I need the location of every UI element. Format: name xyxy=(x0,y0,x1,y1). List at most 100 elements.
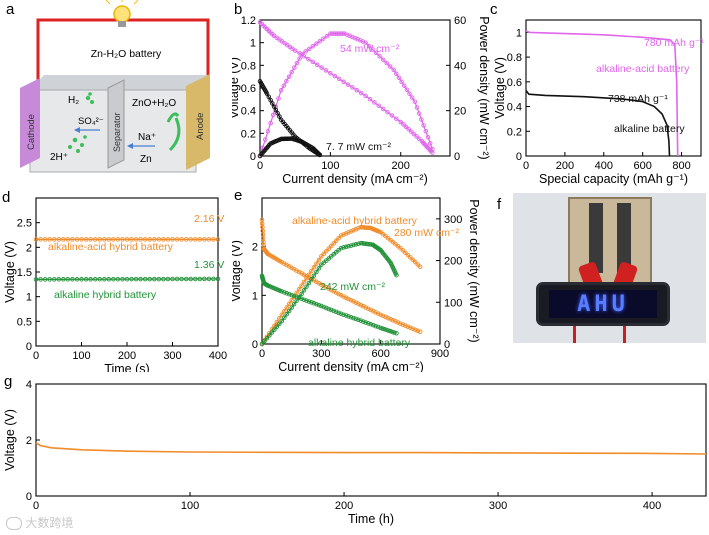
y-axis-label: Voltage (V) xyxy=(232,57,241,119)
y-tick-label: 0.2 xyxy=(241,128,256,140)
data-point xyxy=(348,314,354,320)
data-point xyxy=(390,318,396,323)
data-point xyxy=(289,305,294,310)
data-point xyxy=(289,69,294,75)
data-point xyxy=(306,299,312,304)
data-point xyxy=(279,289,285,294)
annotation: 280 mW cm⁻² xyxy=(394,227,460,239)
data-point xyxy=(115,237,121,242)
data-point xyxy=(269,330,275,335)
data-point xyxy=(400,322,406,327)
y2-tick-label: 300 xyxy=(444,214,462,226)
annotation: alkaline hybrid battery xyxy=(54,289,157,301)
x-axis-label: Current density (mA cm⁻²) xyxy=(282,172,428,186)
data-point xyxy=(405,324,411,329)
series-line-1 xyxy=(525,90,671,157)
data-point xyxy=(273,107,279,113)
y2-tick-label: 20 xyxy=(454,106,466,118)
arrow-head-icon xyxy=(74,127,80,133)
panel-label-g: g xyxy=(4,373,12,390)
data-point xyxy=(346,243,351,249)
data-point xyxy=(179,237,184,242)
data-point xyxy=(306,280,312,286)
data-point xyxy=(161,237,166,242)
y-tick-label: 1 xyxy=(252,290,258,302)
data-point xyxy=(282,290,287,295)
annotation: alkaline hybrid battery xyxy=(308,337,411,349)
data-point xyxy=(366,306,371,311)
data-point xyxy=(391,67,396,73)
data-point xyxy=(380,57,386,62)
data-point xyxy=(409,95,415,100)
data-point xyxy=(376,103,382,108)
plot-frame xyxy=(259,19,451,157)
y-tick-label: 0.8 xyxy=(241,60,256,72)
data-point xyxy=(311,301,317,306)
data-point xyxy=(343,244,349,250)
data-point xyxy=(392,330,397,335)
x-tick-label: 100 xyxy=(321,160,339,172)
data-point xyxy=(361,319,366,324)
anode-label: Anode xyxy=(195,113,206,140)
data-point xyxy=(358,90,364,96)
y2-tick-label: 100 xyxy=(444,297,462,309)
y2-axis-label: Power density (mW cm⁻²) xyxy=(467,199,481,342)
data-point xyxy=(314,41,319,47)
separator-label: Separator xyxy=(112,112,122,152)
data-point xyxy=(289,297,294,303)
data-point xyxy=(331,241,336,246)
data-point xyxy=(299,291,304,297)
data-point xyxy=(183,276,189,282)
data-point xyxy=(124,237,130,242)
data-point xyxy=(316,151,322,157)
data-point xyxy=(301,279,307,285)
data-point xyxy=(269,327,275,332)
data-point xyxy=(271,104,277,109)
data-point xyxy=(341,79,346,85)
data-point xyxy=(165,237,171,242)
data-point xyxy=(354,88,360,93)
y-tick-label: 2.5 xyxy=(17,218,32,230)
x-tick-label: 100 xyxy=(181,500,199,512)
data-point xyxy=(385,109,390,115)
data-point xyxy=(408,325,413,330)
data-point xyxy=(47,277,52,282)
x-axis-label: Time (h) xyxy=(348,512,394,526)
plot-frame xyxy=(35,383,707,497)
data-point xyxy=(314,62,320,68)
data-point xyxy=(371,322,376,328)
data-point xyxy=(74,237,80,242)
x-tick-label: 300 xyxy=(163,350,181,362)
data-point xyxy=(38,237,43,242)
zno-h2o-label: ZnO+H₂O xyxy=(132,98,176,109)
x-axis-label: Special capacity (mAh g⁻¹) xyxy=(539,172,688,186)
data-point xyxy=(33,277,39,282)
data-point xyxy=(33,237,39,242)
x-axis-label: Current density (mA cm⁻²) xyxy=(278,360,424,372)
data-point xyxy=(321,251,327,257)
data-point xyxy=(398,321,403,326)
data-point xyxy=(351,242,356,248)
data-point xyxy=(311,273,317,278)
data-point xyxy=(277,316,282,321)
data-point xyxy=(319,65,324,70)
data-point xyxy=(398,119,403,125)
data-point xyxy=(343,231,349,236)
data-point xyxy=(304,298,309,303)
data-point xyxy=(358,318,364,323)
data-point xyxy=(356,317,361,323)
data-point xyxy=(401,122,406,127)
data-point xyxy=(317,39,323,44)
data-point xyxy=(385,315,391,321)
panel-label-d: d xyxy=(2,189,10,206)
x-tick-label: 200 xyxy=(118,350,136,362)
data-point xyxy=(348,243,354,248)
y-tick-label: 0.2 xyxy=(507,126,522,138)
data-point xyxy=(79,277,84,282)
y2-tick-label: 0 xyxy=(444,339,450,351)
data-point xyxy=(375,311,381,316)
data-point xyxy=(316,257,322,263)
x-tick-label: 600 xyxy=(371,348,389,360)
separator-plate xyxy=(107,79,125,169)
data-point xyxy=(97,276,102,282)
